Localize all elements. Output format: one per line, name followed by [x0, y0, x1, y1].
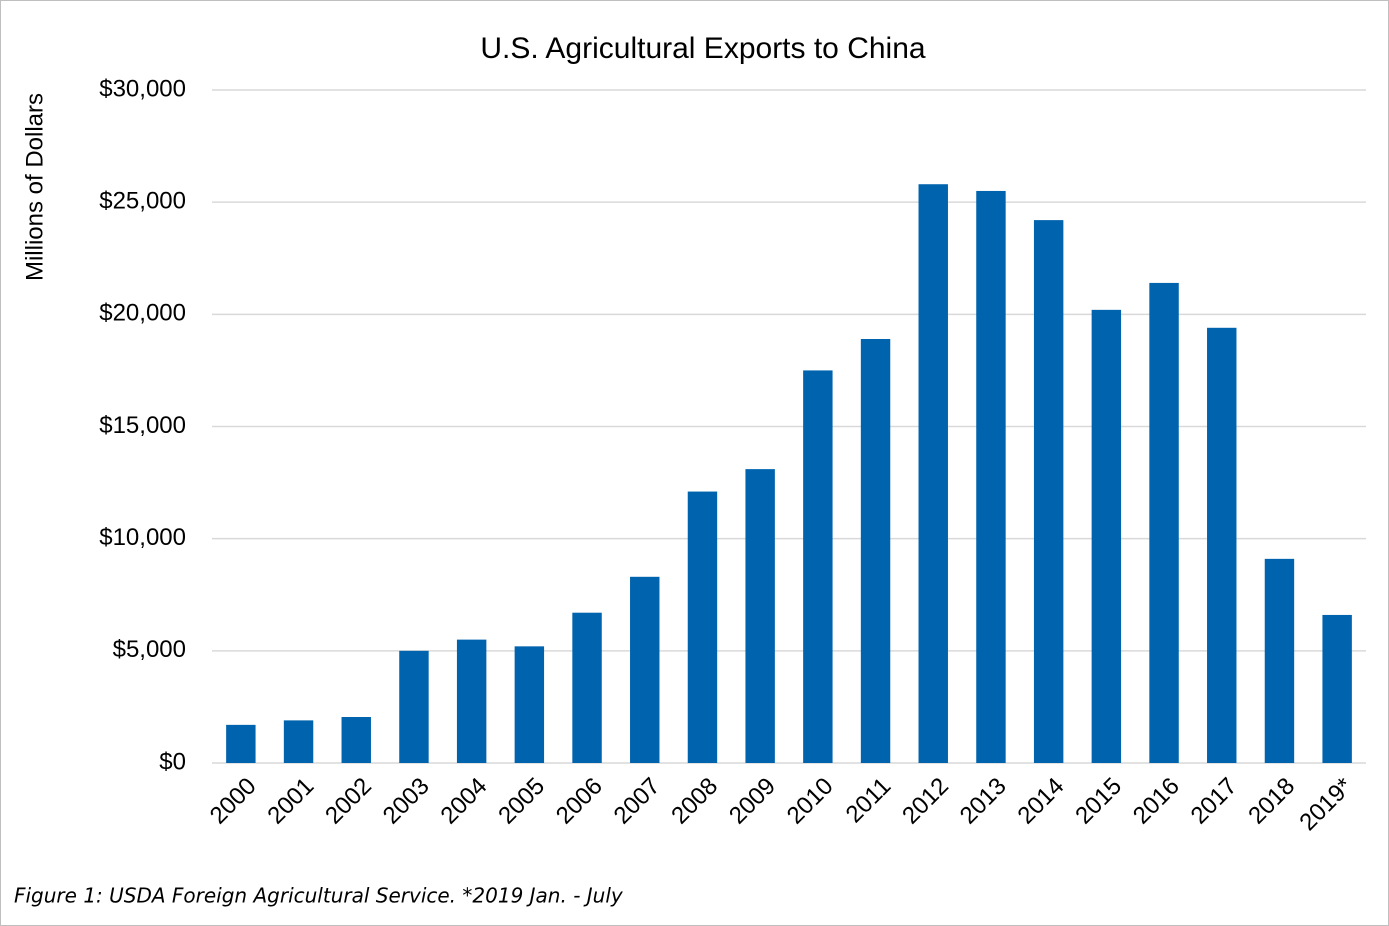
bar	[687, 491, 718, 763]
y-tick-label: $20,000	[99, 300, 186, 327]
y-tick-label: $15,000	[99, 412, 186, 439]
bar	[572, 612, 602, 763]
y-tick-label: $5,000	[113, 636, 186, 663]
bar	[399, 650, 429, 763]
bar	[1322, 614, 1352, 763]
bar	[1033, 220, 1064, 763]
bar	[1264, 558, 1295, 763]
bar	[976, 190, 1006, 763]
bar	[1207, 327, 1237, 763]
footnote: Figure 1: USDA Foreign Agricultural Serv…	[14, 884, 624, 908]
chart-title: U.S. Agricultural Exports to China	[480, 32, 926, 65]
bar	[341, 717, 371, 763]
bar	[1149, 282, 1179, 763]
bar	[745, 469, 775, 763]
y-tick-label: $0	[159, 748, 186, 775]
bar	[1091, 309, 1122, 763]
y-tick-label: $30,000	[99, 75, 186, 102]
bar	[918, 184, 948, 764]
bar	[514, 646, 545, 763]
bar	[226, 724, 256, 763]
bar	[860, 339, 891, 763]
bar	[456, 639, 487, 763]
y-tick-label: $25,000	[99, 188, 186, 215]
bar	[283, 720, 314, 763]
y-tick-label: $10,000	[99, 524, 186, 551]
bar	[630, 576, 660, 763]
y-axis-label: Millions of Dollars	[21, 93, 48, 281]
bar	[803, 370, 833, 763]
